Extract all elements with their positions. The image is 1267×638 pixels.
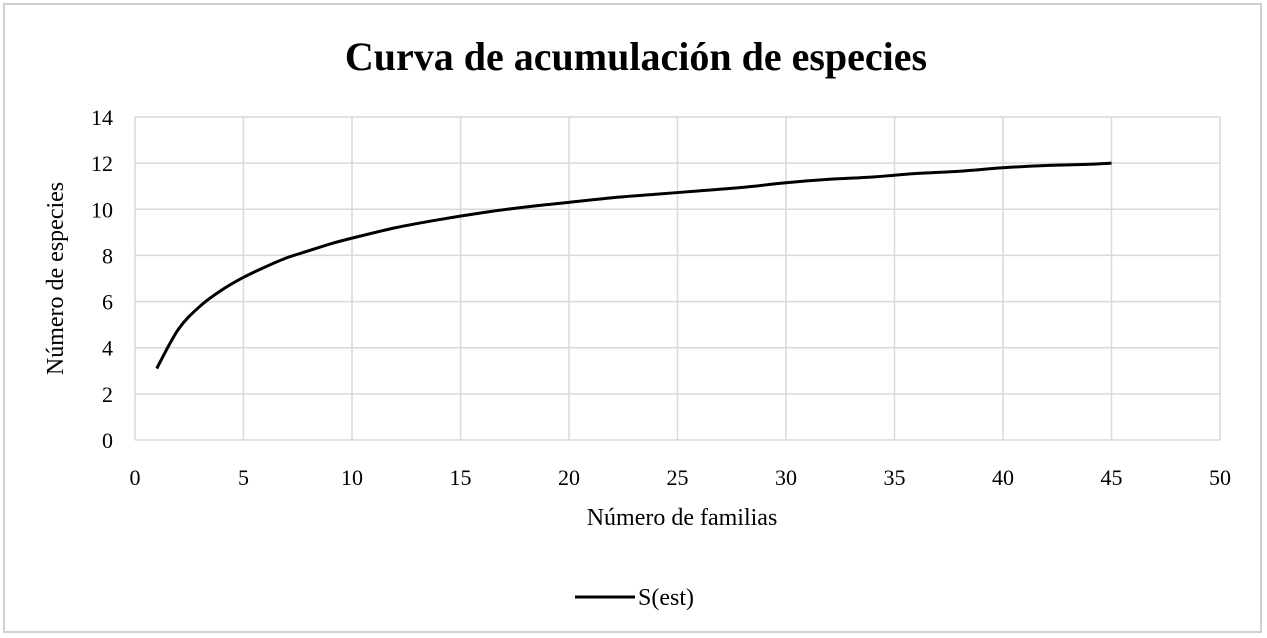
- y-tick-label: 2: [102, 382, 113, 407]
- grid-lines: [134, 116, 1221, 441]
- x-tick-label: 5: [238, 465, 249, 490]
- x-tick-label: 30: [775, 465, 797, 490]
- chart-svg: Curva de acumulación de especies 0 2 4 6 8 10…: [43, 34, 1232, 611]
- y-axis-ticks: 0 2 4 6 8 10 12 14: [91, 105, 113, 453]
- y-tick-label: 12: [91, 151, 113, 176]
- y-tick-label: 10: [91, 197, 113, 222]
- y-tick-label: 4: [102, 336, 113, 361]
- legend-label-s-est: S(est): [638, 585, 694, 611]
- x-tick-label: 35: [884, 465, 906, 490]
- x-tick-label: 45: [1101, 465, 1123, 490]
- chart-container: Curva de acumulación de especies 0 2 4 6 8 10…: [3, 3, 1262, 633]
- y-tick-label: 8: [102, 243, 113, 268]
- series-line-s-est: [155, 161, 1112, 370]
- legend: S(est): [575, 585, 694, 611]
- y-tick-label: 14: [91, 105, 113, 130]
- y-tick-label: 6: [102, 290, 113, 315]
- x-axis-title: Número de familias: [587, 505, 778, 531]
- x-tick-label: 15: [450, 465, 472, 490]
- y-tick-label: 0: [102, 428, 113, 453]
- series-group: [155, 161, 1112, 370]
- y-axis-title: Número de especies: [43, 182, 69, 375]
- x-tick-label: 50: [1209, 465, 1231, 490]
- x-tick-label: 10: [341, 465, 363, 490]
- x-tick-label: 25: [667, 465, 689, 490]
- chart-title: Curva de acumulación de especies: [345, 34, 927, 79]
- x-tick-label: 20: [558, 465, 580, 490]
- x-tick-label: 40: [992, 465, 1014, 490]
- x-axis-ticks: 0 5 10 15 20 25 30 35 40 45 50: [130, 465, 1232, 490]
- x-tick-label: 0: [130, 465, 141, 490]
